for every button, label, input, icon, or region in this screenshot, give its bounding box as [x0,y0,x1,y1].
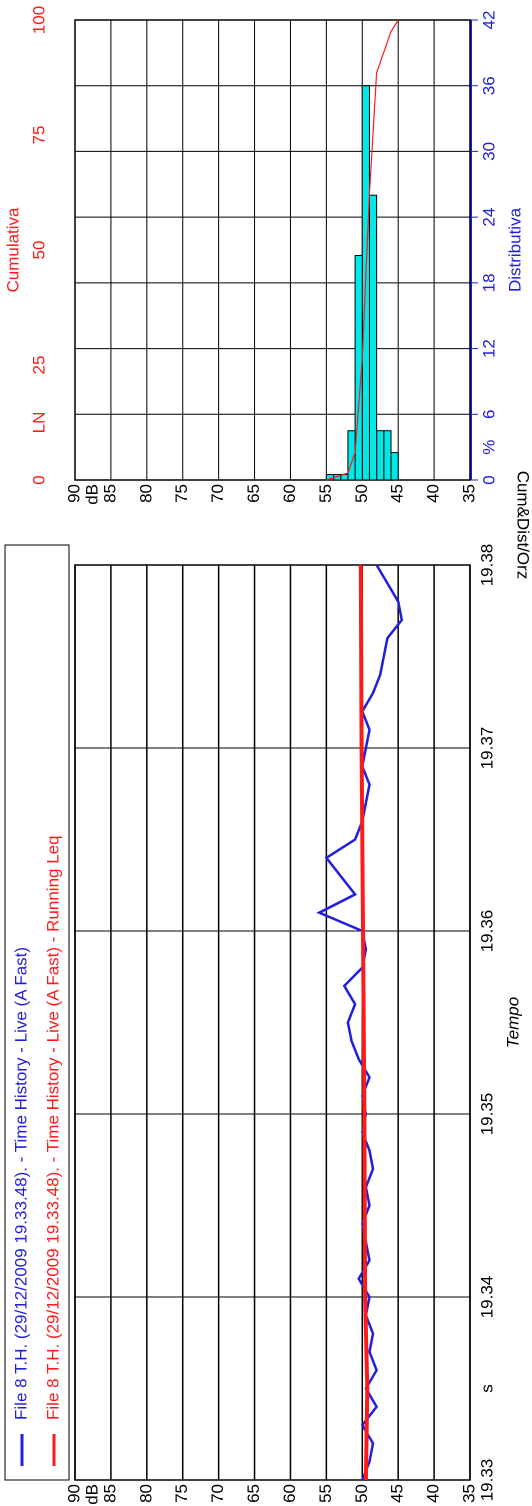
x-tick-label: 42 [479,11,498,30]
x-tick-label: 0 [479,475,498,484]
y-tick-label: 40 [424,1484,443,1503]
legend-label: File 8 T.H. (29/12/2009 19.33.48). - Tim… [43,835,62,1420]
corner-label: Cum&Dist/Orz [514,471,532,580]
y-tick-label: 85 [100,484,119,503]
x-tick-label: 19.36 [477,910,496,953]
y-tick-label: 65 [244,1484,263,1503]
y-tick-label: 55 [316,484,335,503]
y-tick-label: 40 [424,484,443,503]
x-tick-label: 19.38 [477,544,496,587]
series-line [316,564,404,1481]
y-tick-label: 75 [172,484,191,503]
x-tick-label: 19.35 [477,1093,496,1136]
y-tick-label: 90 [64,1484,83,1503]
y-tick-label: 90 [64,484,83,503]
x2-tick-label: 75 [29,126,48,145]
y-tick-label: 50 [352,1484,371,1503]
x-axis-label: Distributiva [505,207,524,292]
x2-axis-label: Cumulativa [3,207,22,293]
y-axis-label: dB [82,1484,101,1505]
x2-tick-label: 50 [29,241,48,260]
y-tick-label: 65 [244,484,263,503]
plot-frame [74,19,471,481]
x-axis-label: Tempo [503,997,522,1048]
x2-tick-label: 25 [29,356,48,375]
bar [383,430,392,481]
x-tick-label: 6 [479,410,498,419]
x-tick-label: 19.33 [477,1459,496,1502]
x-tick-label: 12 [479,339,498,358]
y-tick-label: 70 [208,1484,227,1503]
y-tick-label: 45 [388,1484,407,1503]
x-tick-label: 36 [479,76,498,95]
x-tick-label: 18 [479,273,498,292]
y-tick-label: 75 [172,1484,191,1503]
y-tick-label: 55 [316,1484,335,1503]
y-tick-label: 35 [459,484,478,503]
series-line [358,564,370,1481]
cumulative-line [326,19,399,481]
bar [376,430,385,481]
x-tick-label: 19.34 [477,1276,496,1319]
y-tick-label: 80 [136,1484,155,1503]
legend-label: File 8 T.H. (29/12/2009 19.33.48). - Tim… [11,947,30,1420]
y-tick-label: 45 [388,484,407,503]
legend-box [4,544,70,1481]
x2-tick-label: 100 [29,6,48,34]
y-tick-label: 60 [280,484,299,503]
x-tick-label: 19.37 [477,727,496,770]
y-axis-label: dB [82,484,101,505]
plot-frame [74,564,471,1481]
x-tick-label: 30 [479,142,498,161]
y-tick-label: 60 [280,1484,299,1503]
x2-unit-label: LN [29,412,48,434]
y-tick-label: 35 [459,1484,478,1503]
bar [368,194,378,481]
y-tick-label: 80 [136,484,155,503]
x-unit-label: s [477,1384,496,1393]
y-tick-label: 70 [208,484,227,503]
x-tick-label: 24 [479,208,498,227]
y-tick-label: 50 [352,484,371,503]
y-tick-label: 85 [100,1484,119,1503]
bar [390,452,399,481]
x-unit-label: % [479,440,498,455]
x2-tick-label: 0 [29,475,48,484]
